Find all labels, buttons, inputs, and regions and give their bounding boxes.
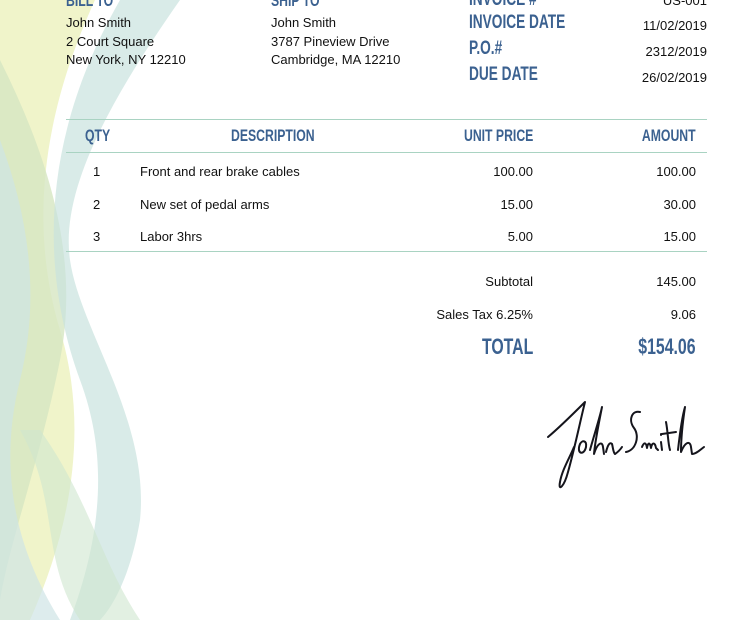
due-date-value: 26/02/2019 (641, 70, 707, 85)
row-amount: 30.00 (663, 197, 696, 212)
row-qty: 1 (93, 164, 101, 179)
bill-to-city: New York, NY 12210 (66, 52, 186, 67)
bill-to-name: John Smith (66, 15, 132, 30)
row-description: Front and rear brake cables (140, 164, 300, 179)
ship-to-address: John Smith 3787 Pineview Drive Cambridge… (271, 14, 400, 70)
ship-to-street: 3787 Pineview Drive (271, 33, 390, 49)
row-unit-price: 15.00 (500, 197, 533, 212)
row-amount: 100.00 (656, 164, 696, 179)
tax-label: Sales Tax 6.25% (436, 307, 533, 322)
ship-to-heading: SHIP TO (271, 0, 320, 10)
bill-to-address: John Smith 2 Court Square New York, NY 1… (66, 14, 186, 70)
subtotal-value: 145.00 (656, 274, 696, 289)
po-label: P.O.# (469, 38, 503, 59)
row-description: Labor 3hrs (140, 229, 203, 244)
invoice-number-label: INVOICE # (469, 0, 537, 11)
table-top-rule (66, 119, 707, 120)
invoice-date-label: INVOICE DATE (469, 12, 566, 33)
header-amount: AMOUNT (642, 126, 696, 145)
row-unit-price: 5.00 (507, 229, 533, 244)
ship-to-city: Cambridge, MA 12210 (271, 52, 401, 67)
subtotal-label: Subtotal (485, 274, 533, 289)
total-label: TOTAL (481, 334, 533, 359)
row-description: New set of pedal arms (140, 197, 270, 212)
row-qty: 3 (93, 229, 101, 244)
po-value: 2312/2019 (645, 44, 707, 59)
row-unit-price: 100.00 (493, 164, 533, 179)
bill-to-street: 2 Court Square (66, 33, 155, 49)
invoice-date-value: 11/02/2019 (642, 18, 707, 33)
row-amount: 15.00 (663, 229, 696, 244)
header-qty: QTY (85, 126, 111, 145)
table-header-rule (66, 152, 707, 153)
total-value: $154.06 (638, 334, 696, 359)
header-unit-price: UNIT PRICE (463, 126, 533, 145)
bill-to-heading: BILL TO (66, 0, 114, 10)
table-bottom-rule (66, 251, 707, 252)
background-waves (0, 0, 180, 620)
signature (547, 401, 705, 489)
header-description: DESCRIPTION (231, 126, 315, 145)
invoice-number-value: US-001 (662, 0, 707, 8)
due-date-label: DUE DATE (469, 64, 538, 85)
tax-value: 9.06 (670, 307, 696, 322)
row-qty: 2 (93, 197, 101, 212)
ship-to-name: John Smith (271, 15, 337, 30)
